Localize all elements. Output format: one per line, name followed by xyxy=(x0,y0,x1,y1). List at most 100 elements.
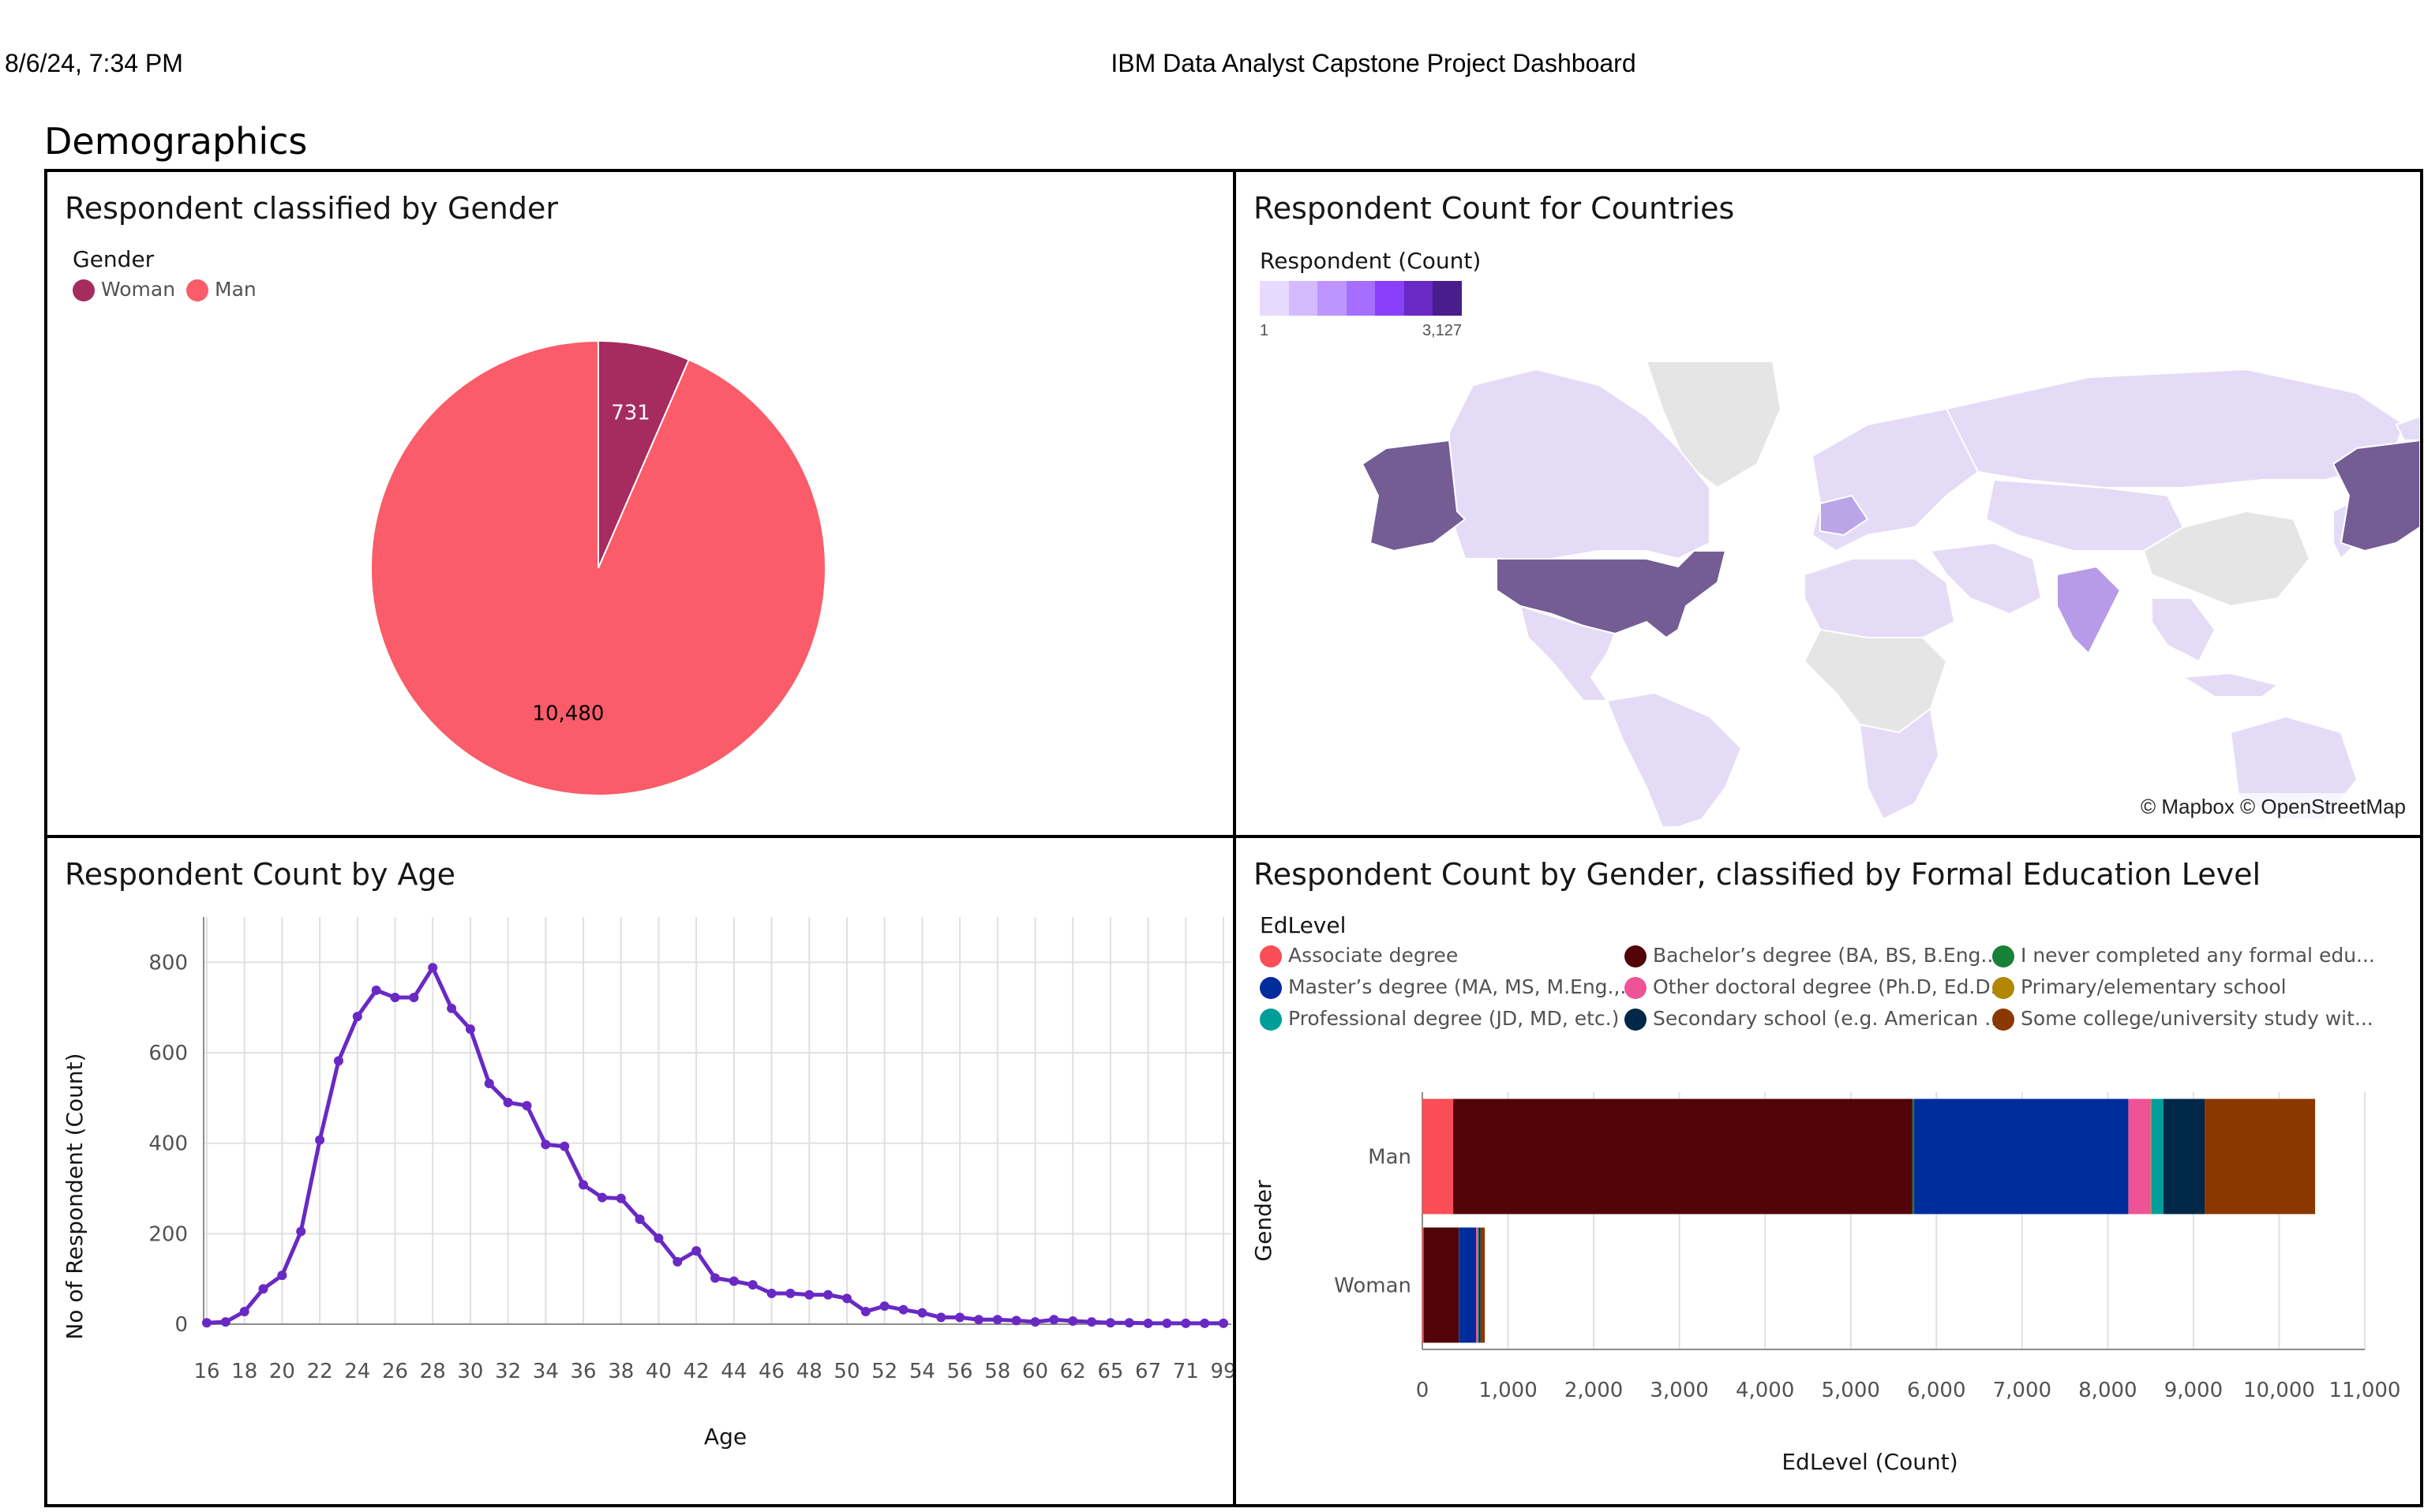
age-data-point[interactable] xyxy=(202,1318,212,1328)
age-data-point[interactable] xyxy=(220,1317,230,1327)
age-data-point[interactable] xyxy=(352,1012,362,1022)
map-attribution[interactable]: © Mapbox © OpenStreetMap xyxy=(2135,793,2411,821)
age-data-point[interactable] xyxy=(579,1180,589,1190)
legend-item[interactable]: I never completed any formal edu... xyxy=(1992,944,2375,967)
pie-slice-woman[interactable] xyxy=(598,339,691,569)
age-data-point[interactable] xyxy=(616,1193,626,1203)
age-data-point[interactable] xyxy=(1049,1315,1059,1325)
x-tick-label: 30 xyxy=(457,1360,483,1383)
age-data-point[interactable] xyxy=(1200,1318,1210,1328)
age-data-point[interactable] xyxy=(1162,1318,1172,1328)
age-series-line[interactable] xyxy=(206,965,1223,1326)
bar-segment[interactable] xyxy=(1912,1098,1915,1214)
age-data-point[interactable] xyxy=(841,1293,852,1304)
world-map[interactable] xyxy=(1236,361,2420,827)
bar-segment[interactable] xyxy=(1422,1227,1424,1343)
age-data-point[interactable] xyxy=(541,1140,551,1150)
country-map-panel: Respondent Count for Countries Responden… xyxy=(1233,169,2423,838)
age-data-point[interactable] xyxy=(371,985,381,995)
legend-item-man[interactable]: Man xyxy=(186,278,257,301)
age-data-point[interactable] xyxy=(785,1289,796,1299)
age-data-point[interactable] xyxy=(258,1284,268,1294)
age-data-point[interactable] xyxy=(1030,1317,1040,1327)
age-data-point[interactable] xyxy=(1105,1318,1115,1328)
x-tick-label: 38 xyxy=(608,1360,634,1383)
bar-segment[interactable] xyxy=(1478,1227,1481,1343)
x-tick-label: 9,000 xyxy=(2164,1379,2223,1402)
bar-segment[interactable] xyxy=(2151,1098,2164,1214)
age-data-point[interactable] xyxy=(503,1098,513,1108)
bar-segment[interactable] xyxy=(1476,1227,1478,1343)
age-data-point[interactable] xyxy=(1087,1317,1097,1327)
map-region-usa xyxy=(1496,550,1727,639)
age-data-point[interactable] xyxy=(955,1312,965,1323)
age-data-point[interactable] xyxy=(1011,1316,1021,1326)
y-tick-label: 400 xyxy=(148,1132,188,1156)
age-data-point[interactable] xyxy=(465,1024,475,1035)
age-data-point[interactable] xyxy=(1068,1316,1078,1326)
age-data-point[interactable] xyxy=(296,1226,306,1237)
bar-segment[interactable] xyxy=(2150,1098,2152,1214)
legend-item-woman[interactable]: Woman xyxy=(73,278,175,301)
age-data-point[interactable] xyxy=(804,1289,815,1300)
age-data-point[interactable] xyxy=(315,1135,325,1145)
bar-segment[interactable] xyxy=(2205,1098,2316,1214)
map-region-southeast-asia xyxy=(2151,597,2216,663)
age-data-point[interactable] xyxy=(766,1289,777,1299)
age-data-point[interactable] xyxy=(823,1289,834,1300)
x-tick-label: 26 xyxy=(382,1360,408,1383)
legend-item[interactable]: Other doctoral degree (Ph.D, Ed.D... xyxy=(1624,975,2009,999)
age-data-point[interactable] xyxy=(1124,1318,1134,1328)
age-data-point[interactable] xyxy=(390,993,400,1003)
pie-slice-man[interactable] xyxy=(370,339,826,796)
age-data-point[interactable] xyxy=(879,1301,890,1312)
bar-segment[interactable] xyxy=(1480,1227,1485,1343)
age-data-point[interactable] xyxy=(409,993,419,1003)
legend-item[interactable]: Bachelor’s degree (BA, BS, B.Eng.... xyxy=(1624,944,2006,967)
bar-segment[interactable] xyxy=(1423,1227,1459,1343)
age-data-point[interactable] xyxy=(522,1101,532,1111)
age-data-point[interactable] xyxy=(691,1246,702,1256)
age-data-point[interactable] xyxy=(747,1280,758,1290)
x-tick-label: 65 xyxy=(1097,1360,1123,1383)
bar-segment[interactable] xyxy=(2128,1098,2151,1214)
age-data-point[interactable] xyxy=(277,1271,287,1281)
age-data-point[interactable] xyxy=(1181,1318,1191,1328)
age-data-point[interactable] xyxy=(973,1315,983,1325)
age-data-point[interactable] xyxy=(898,1304,909,1315)
legend-item[interactable]: Secondary school (e.g. American ... xyxy=(1624,1007,2003,1031)
x-tick-label: 5,000 xyxy=(1822,1379,1880,1402)
legend-label: Professional degree (JD, MD, etc.) xyxy=(1288,1007,1620,1030)
age-data-point[interactable] xyxy=(239,1306,249,1316)
age-data-point[interactable] xyxy=(710,1273,720,1283)
bar-segment[interactable] xyxy=(1453,1098,1913,1214)
age-data-point[interactable] xyxy=(428,963,438,973)
legend-item[interactable]: Some college/university study wit... xyxy=(1992,1007,2373,1031)
age-data-point[interactable] xyxy=(673,1256,683,1267)
legend-item[interactable]: Associate degree xyxy=(1260,944,1458,967)
age-data-point[interactable] xyxy=(597,1192,607,1203)
age-data-point[interactable] xyxy=(560,1141,570,1151)
age-data-point[interactable] xyxy=(447,1003,457,1013)
bar-segment[interactable] xyxy=(1422,1098,1454,1214)
age-data-point[interactable] xyxy=(1143,1318,1153,1328)
age-data-point[interactable] xyxy=(936,1312,946,1323)
age-data-point[interactable] xyxy=(917,1308,927,1318)
legend-item[interactable]: Master’s degree (MA, MS, M.Eng.,... xyxy=(1260,975,1639,999)
legend-title: EdLevel xyxy=(1260,912,1347,938)
legend-item[interactable]: Primary/elementary school xyxy=(1992,975,2287,999)
age-data-point[interactable] xyxy=(1219,1318,1228,1328)
age-data-point[interactable] xyxy=(992,1315,1002,1325)
age-data-point[interactable] xyxy=(729,1276,739,1286)
bar-segment[interactable] xyxy=(1459,1227,1477,1343)
bar-segment[interactable] xyxy=(1914,1098,2129,1214)
age-data-point[interactable] xyxy=(635,1214,645,1224)
edlevel-stacked-bar-chart: 0 1,000 2,000 3,000 4,000 5,000 6,000 7,000 8,00… xyxy=(1250,1092,2400,1475)
legend-item[interactable]: Professional degree (JD, MD, etc.) xyxy=(1260,1007,1619,1031)
age-data-point[interactable] xyxy=(484,1078,494,1088)
age-data-point[interactable] xyxy=(333,1056,343,1066)
bar-segment[interactable] xyxy=(2163,1098,2205,1214)
x-tick-label: 24 xyxy=(344,1360,370,1383)
age-data-point[interactable] xyxy=(860,1306,871,1316)
age-data-point[interactable] xyxy=(654,1233,664,1244)
